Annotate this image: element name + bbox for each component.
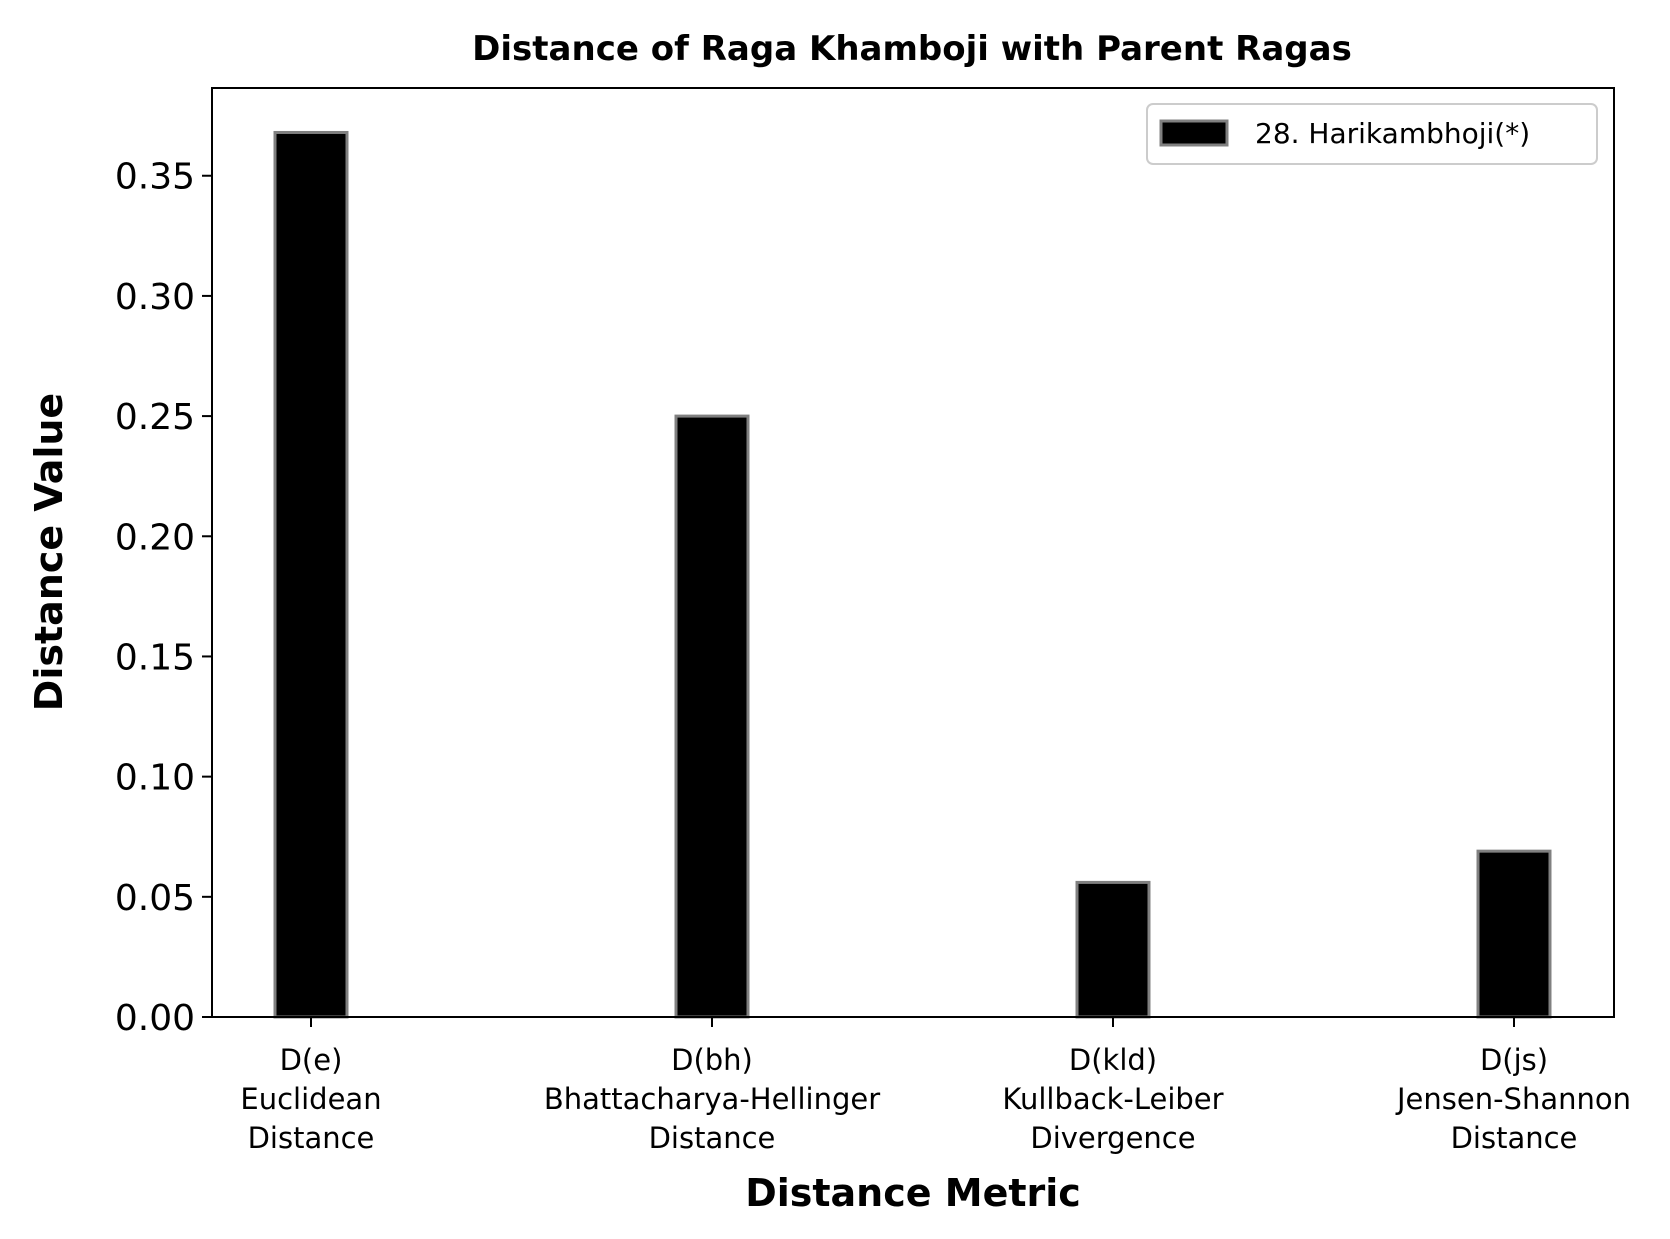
- bar-3: [1075, 880, 1151, 1019]
- legend-label: 28. Harikambhoji(*): [1255, 117, 1530, 150]
- y-tick-label: 0.30: [115, 277, 195, 318]
- plot-area-frame: [211, 87, 1615, 1018]
- legend: 28. Harikambhoji(*): [1146, 103, 1598, 165]
- y-axis: 0.00 0.05 0.10 0.15 0.20 0.25 0.30 0.35: [115, 157, 212, 1039]
- y-tick-label: 0.15: [115, 637, 195, 678]
- y-tick-label: 0.25: [115, 397, 195, 438]
- legend-frame: [1146, 103, 1598, 165]
- x-axis-label: Distance Metric: [745, 1171, 1081, 1215]
- y-axis-label: Distance Value: [27, 393, 71, 711]
- legend-swatch: [1159, 119, 1229, 147]
- y-tick-label: 0.05: [115, 878, 195, 919]
- x-tick-label: D(kld) Kullback-Leiber Divergence: [1002, 1043, 1223, 1155]
- bar-4: [1476, 849, 1552, 1019]
- bars-group: [273, 130, 1552, 1019]
- x-tick-label: D(bh) Bhattacharya-Hellinger Distance: [544, 1043, 880, 1155]
- y-tick-label: 0.10: [115, 758, 195, 799]
- bar-1: [273, 130, 349, 1019]
- y-tick-label: 0.20: [115, 517, 195, 558]
- y-tick-label: 0.35: [115, 157, 195, 198]
- x-tick-label: D(js) Jensen-Shannon Distance: [1395, 1043, 1631, 1155]
- x-axis: D(e) Euclidean Distance D(bh) Bhattacharya-H…: [240, 1017, 1631, 1155]
- x-tick-label: D(e) Euclidean Distance: [240, 1043, 381, 1155]
- y-tick-label: 0.00: [115, 998, 195, 1039]
- chart-title: Distance of Raga Khamboji with Parent Ra…: [472, 29, 1352, 69]
- bar-2: [674, 414, 750, 1019]
